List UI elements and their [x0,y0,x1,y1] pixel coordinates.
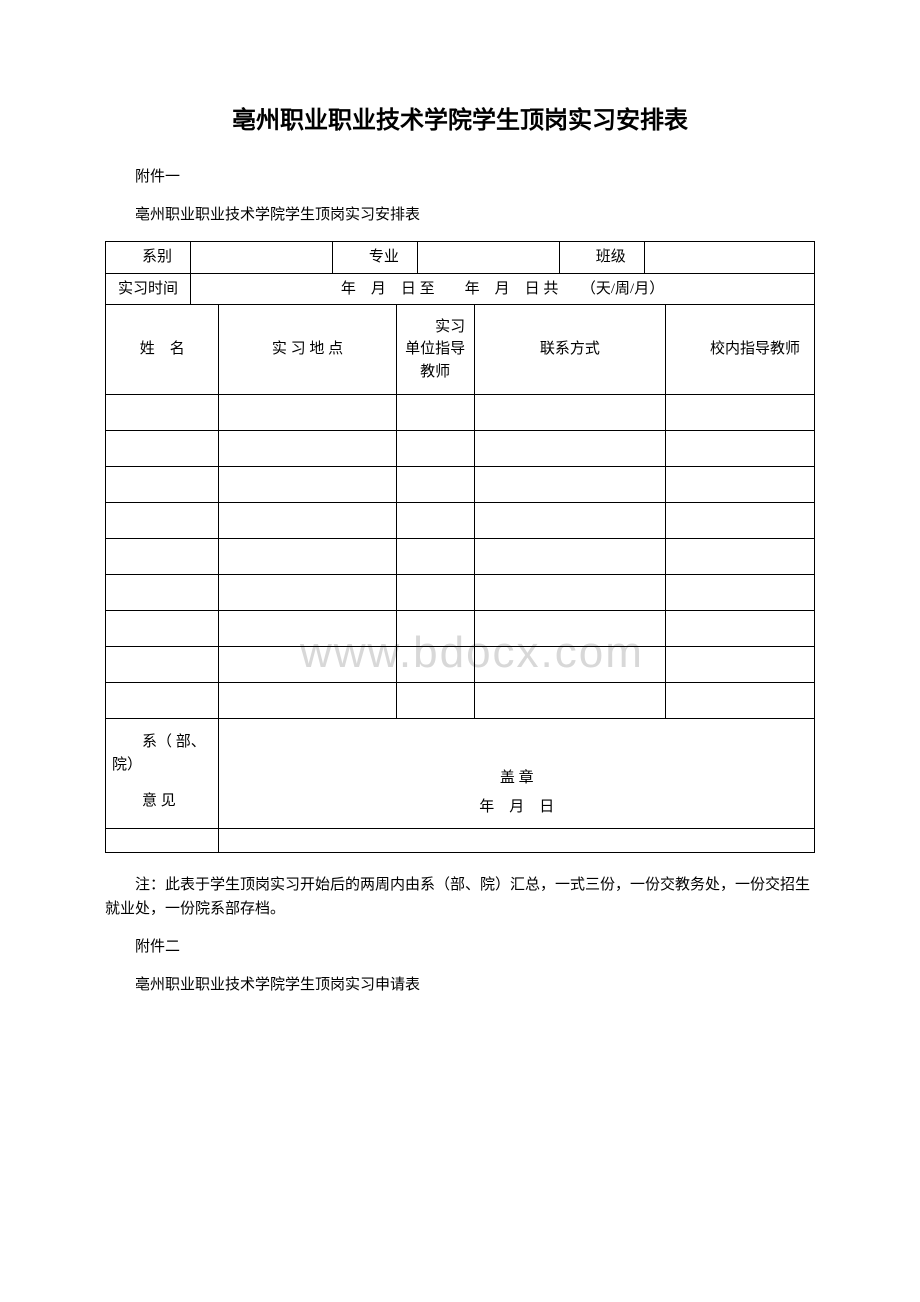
subtitle-2: 亳州职业职业技术学院学生顶岗实习申请表 [105,973,815,997]
table-header-row: 姓 名 实 习 地 点 实习单位指导教师 联系方式 校内指导教师 [106,305,815,395]
opinion-row: 系（ 部、院） 意 见 盖 章 年 月 日 [106,719,815,829]
table-row-time: 实习时间 年 月 日 至 年 月 日 共 （天/周/月） [106,273,815,305]
table-row [106,647,815,683]
dept-label-cell: 系别 [106,242,191,274]
subtitle-1: 亳州职业职业技术学院学生顶岗实习安排表 [105,203,815,227]
col-location: 实 习 地 点 [219,305,396,395]
opinion-label-cell: 系（ 部、院） 意 见 [106,719,219,829]
document-title: 亳州职业职业技术学院学生顶岗实习安排表 [105,100,815,135]
table-row [106,539,815,575]
table-footer-row [106,829,815,853]
note-text: 注：此表于学生顶岗实习开始后的两周内由系（部、院）汇总，一式三份，一份交教务处，… [105,873,815,921]
col-supervisor: 实习单位指导教师 [396,305,474,395]
col-name: 姓 名 [106,305,219,395]
table-row [106,503,815,539]
internship-schedule-table: 系别 专业 班级 实习时间 年 月 日 至 年 月 日 共 （天/周/月） [105,241,815,305]
table-row [106,611,815,647]
table-row [106,431,815,467]
attachment-1-label: 附件一 [105,165,815,189]
table-row [106,575,815,611]
col-contact: 联系方式 [474,305,665,395]
major-label-cell: 专业 [332,242,417,274]
internship-detail-table: 姓 名 实 习 地 点 实习单位指导教师 联系方式 校内指导教师 系（ 部、院）… [105,304,815,853]
col-teacher: 校内指导教师 [666,305,815,395]
table-row-info: 系别 专业 班级 [106,242,815,274]
major-value-cell [417,242,559,274]
attachment-2-label: 附件二 [105,935,815,959]
time-label-cell: 实习时间 [106,273,191,305]
time-value-cell: 年 月 日 至 年 月 日 共 （天/周/月） [191,273,815,305]
table-row [106,683,815,719]
table-row [106,395,815,431]
opinion-stamp-cell: 盖 章 年 月 日 [219,719,815,829]
dept-value-cell [191,242,333,274]
class-label-cell: 班级 [559,242,644,274]
table-row [106,467,815,503]
class-value-cell [644,242,814,274]
